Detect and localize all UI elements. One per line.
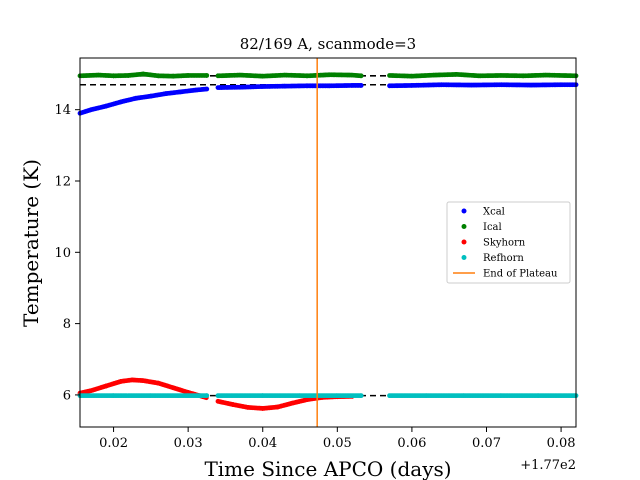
legend-label: End of Plateau bbox=[483, 269, 558, 280]
x-tick-label: 0.06 bbox=[397, 436, 426, 451]
legend-label: Skyhorn bbox=[483, 238, 526, 249]
y-tick-label: 12 bbox=[54, 175, 71, 190]
x-tick-label: 0.04 bbox=[248, 436, 277, 451]
x-axis: 0.02 0.03 0.04 0.05 0.06 0.07 0.08 bbox=[99, 427, 576, 451]
legend-entry: Skyhorn bbox=[461, 238, 526, 249]
series-refhorn bbox=[77, 393, 579, 399]
data-point bbox=[358, 393, 364, 399]
x-tick-label: 0.07 bbox=[472, 436, 501, 451]
x-tick-label: 0.08 bbox=[547, 436, 576, 451]
chart-title: 82/169 A, scanmode=3 bbox=[240, 35, 416, 53]
series-ical bbox=[77, 71, 579, 79]
legend-entry: Xcal bbox=[461, 207, 505, 218]
x-tick-label: 0.05 bbox=[323, 436, 352, 451]
legend-entry: Refhorn bbox=[461, 253, 524, 264]
y-tick-label: 8 bbox=[63, 317, 71, 332]
data-point bbox=[204, 393, 210, 399]
legend-label: Ical bbox=[483, 222, 502, 233]
legend: Xcal Ical Skyhorn Refhorn End of Plateau bbox=[446, 201, 571, 284]
legend-marker bbox=[461, 224, 467, 229]
legend-label: Xcal bbox=[483, 207, 505, 218]
data-point bbox=[204, 73, 210, 78]
y-tick-label: 10 bbox=[54, 246, 71, 261]
plot-frame bbox=[79, 57, 577, 428]
data-point bbox=[358, 83, 364, 88]
series-xcal bbox=[77, 82, 579, 116]
x-tick-label: 0.02 bbox=[99, 436, 128, 451]
legend-label: Refhorn bbox=[483, 253, 524, 264]
legend-marker bbox=[461, 208, 467, 214]
legend-frame bbox=[446, 201, 571, 284]
y-tick-label: 14 bbox=[54, 103, 71, 118]
legend-entry: End of Plateau bbox=[453, 269, 558, 280]
x-offset-label: +1.77e2 bbox=[520, 458, 576, 473]
x-tick-label: 0.03 bbox=[174, 436, 203, 451]
legend-entry: Ical bbox=[461, 222, 502, 233]
plot-area bbox=[77, 58, 579, 427]
x-axis-label: Time Since APCO (days) bbox=[204, 457, 451, 480]
legend-marker bbox=[461, 255, 467, 260]
legend-marker bbox=[461, 239, 467, 245]
y-axis: 6 8 10 12 14 bbox=[54, 103, 80, 403]
data-point bbox=[358, 73, 364, 79]
y-tick-label: 6 bbox=[63, 388, 71, 403]
y-axis-label: Temperature (K) bbox=[19, 159, 43, 327]
data-point bbox=[204, 86, 210, 92]
